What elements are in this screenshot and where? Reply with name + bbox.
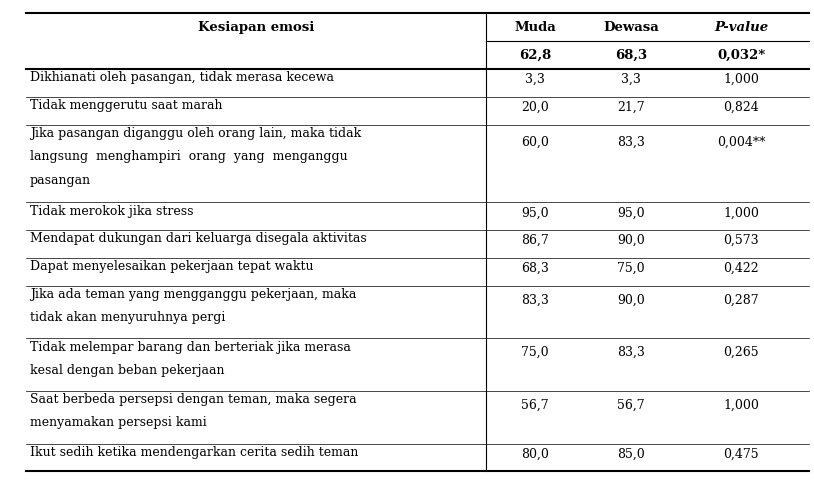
Text: Jika pasangan diganggu oleh orang lain, maka tidak: Jika pasangan diganggu oleh orang lain, … <box>30 127 361 140</box>
Text: langsung  menghampiri  orang  yang  menganggu: langsung menghampiri orang yang mengangg… <box>30 150 348 164</box>
Text: 1,000: 1,000 <box>724 206 759 219</box>
Text: Tidak menggerutu saat marah: Tidak menggerutu saat marah <box>30 99 222 112</box>
Text: Saat berbeda persepsi dengan teman, maka segera: Saat berbeda persepsi dengan teman, maka… <box>30 393 357 407</box>
Text: 95,0: 95,0 <box>521 206 549 219</box>
Text: Mendapat dukungan dari keluarga disegala aktivitas: Mendapat dukungan dari keluarga disegala… <box>30 232 366 245</box>
Text: Dewasa: Dewasa <box>603 21 659 34</box>
Text: 68,3: 68,3 <box>521 262 549 275</box>
Text: Muda: Muda <box>514 21 556 34</box>
Text: 90,0: 90,0 <box>617 234 645 247</box>
Text: kesal dengan beban pekerjaan: kesal dengan beban pekerjaan <box>30 363 225 376</box>
Text: Ikut sedih ketika mendengarkan cerita sedih teman: Ikut sedih ketika mendengarkan cerita se… <box>30 446 358 459</box>
Text: Tidak merokok jika stress: Tidak merokok jika stress <box>30 204 193 217</box>
Text: 75,0: 75,0 <box>521 346 549 359</box>
Text: menyamakan persepsi kami: menyamakan persepsi kami <box>30 416 207 429</box>
Text: 68,3: 68,3 <box>615 48 647 61</box>
Text: 56,7: 56,7 <box>617 399 645 412</box>
Text: Dapat menyelesaikan pekerjaan tepat waktu: Dapat menyelesaikan pekerjaan tepat wakt… <box>30 260 313 273</box>
Text: tidak akan menyuruhnya pergi: tidak akan menyuruhnya pergi <box>30 311 225 324</box>
Text: 62,8: 62,8 <box>519 48 551 61</box>
Text: 0,032*: 0,032* <box>717 48 765 61</box>
Text: 0,422: 0,422 <box>724 262 759 275</box>
Text: 1,000: 1,000 <box>724 73 759 86</box>
Text: 20,0: 20,0 <box>521 101 549 114</box>
Text: 0,265: 0,265 <box>724 346 759 359</box>
Text: 95,0: 95,0 <box>617 206 645 219</box>
Text: 75,0: 75,0 <box>617 262 645 275</box>
Text: 90,0: 90,0 <box>617 293 645 306</box>
Text: 1,000: 1,000 <box>724 399 759 412</box>
Text: Tidak melempar barang dan berteriak jika merasa: Tidak melempar barang dan berteriak jika… <box>30 341 351 354</box>
Text: 83,3: 83,3 <box>521 293 549 306</box>
Text: 85,0: 85,0 <box>617 448 645 461</box>
Text: 0,573: 0,573 <box>724 234 759 247</box>
Text: 56,7: 56,7 <box>521 399 549 412</box>
Text: 0,824: 0,824 <box>724 101 759 114</box>
Text: 83,3: 83,3 <box>617 346 645 359</box>
Text: 80,0: 80,0 <box>521 448 549 461</box>
Text: 83,3: 83,3 <box>617 136 645 149</box>
Text: 86,7: 86,7 <box>521 234 549 247</box>
Text: 3,3: 3,3 <box>621 73 641 86</box>
Text: 0,475: 0,475 <box>724 448 759 461</box>
Text: P-value: P-value <box>714 21 768 34</box>
Text: 3,3: 3,3 <box>525 73 545 86</box>
Text: 0,004**: 0,004** <box>717 136 765 149</box>
Text: 21,7: 21,7 <box>617 101 645 114</box>
Text: 0,287: 0,287 <box>724 293 759 306</box>
Text: Jika ada teman yang mengganggu pekerjaan, maka: Jika ada teman yang mengganggu pekerjaan… <box>30 288 357 301</box>
Text: 60,0: 60,0 <box>521 136 549 149</box>
Text: Dikhianati oleh pasangan, tidak merasa kecewa: Dikhianati oleh pasangan, tidak merasa k… <box>30 72 334 84</box>
Text: Kesiapan emosi: Kesiapan emosi <box>198 21 314 34</box>
Text: pasangan: pasangan <box>30 174 91 187</box>
